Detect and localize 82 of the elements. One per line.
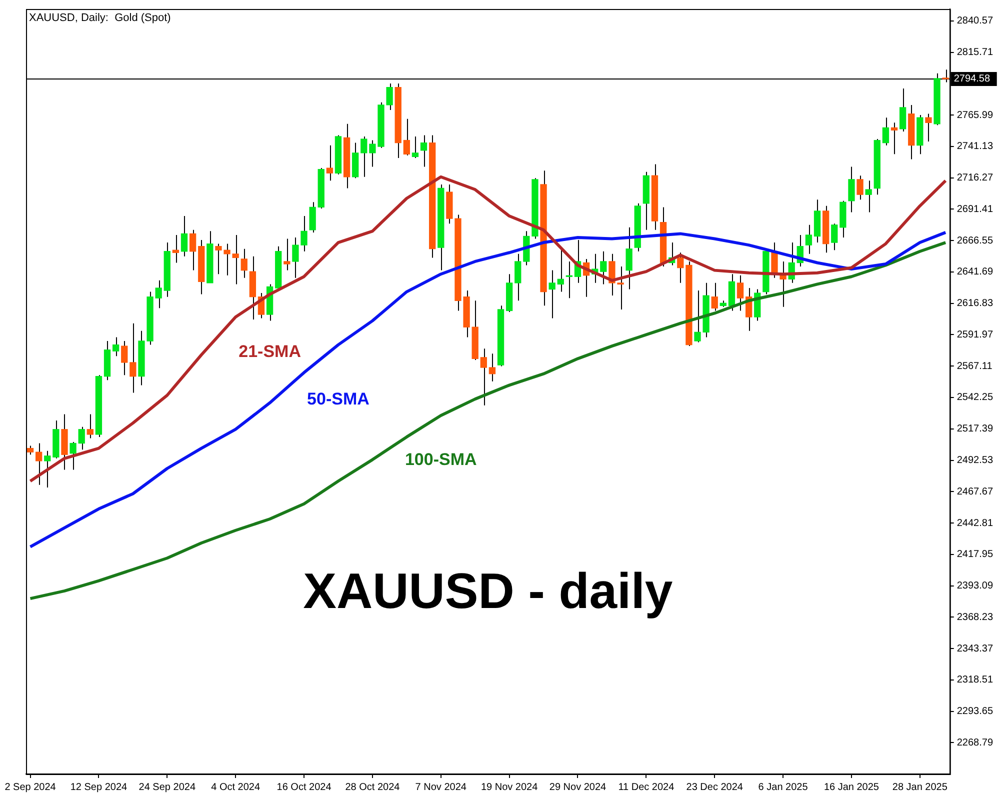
x-tick-label: 2 Sep 2024 (4, 782, 56, 793)
y-tick-label: 2393.09 (956, 580, 994, 592)
x-tick-label: 28 Jan 2025 (892, 782, 948, 793)
candlestick (805, 224, 812, 254)
candlestick (890, 122, 898, 155)
candlestick (112, 336, 120, 357)
candlestick (548, 270, 556, 319)
series-label: 50-SMA (307, 389, 370, 408)
candlestick (626, 226, 632, 290)
x-tick-label: 28 Oct 2024 (345, 782, 400, 793)
candlestick (480, 348, 487, 406)
candlestick (360, 136, 368, 178)
y-tick-label: 2492.53 (956, 455, 994, 466)
candlestick (514, 253, 522, 302)
series-label: 100-SMA (404, 450, 477, 470)
candlestick (172, 234, 180, 264)
y-tick-label: 2467.67 (956, 486, 994, 498)
candlestick (848, 166, 855, 213)
y-tick-label: 2666.55 (956, 235, 994, 246)
y-tick-label: 2765.99 (956, 110, 994, 121)
candlestick (412, 136, 419, 158)
candlestick (420, 134, 428, 168)
annotation: XAUUSD - daily (303, 563, 673, 620)
y-tick-label: 2442.81 (956, 518, 994, 529)
ref-line-label: 2794.58 (954, 74, 990, 85)
y-tick-label: 2343.37 (956, 643, 994, 654)
y-tick-label: 2567.11 (956, 360, 993, 372)
x-tick-label: 11 Dec 2024 (618, 782, 675, 793)
candlestick (240, 248, 248, 278)
candlestick (36, 442, 42, 486)
candlestick (677, 252, 684, 284)
y-tick-label: 2741.13 (956, 141, 994, 152)
x-tick-label: 19 Nov 2024 (480, 782, 538, 793)
x-tick-label: 4 Oct 2024 (211, 782, 260, 793)
candlestick (155, 280, 162, 309)
y-tick-label: 2542.25 (956, 392, 994, 404)
candlestick (189, 229, 196, 271)
candlestick (309, 202, 316, 233)
x-tick-label: 23 Dec 2024 (686, 782, 744, 793)
y-tick-label: 2840.57 (956, 16, 994, 27)
candlestick (600, 250, 607, 285)
x-tick-label: 16 Oct 2024 (276, 782, 332, 793)
candlestick (488, 353, 496, 382)
chart-title: XAUUSD, Daily: Gold (Spot) (29, 12, 171, 24)
candlestick (831, 223, 838, 251)
x-tick-label: 12 Sep 2024 (70, 782, 128, 793)
candlestick (865, 180, 872, 213)
candlestick (86, 414, 94, 439)
series-label: 21-SMA (238, 342, 301, 361)
candlestick (557, 248, 564, 292)
y-tick-label: 2318.51 (956, 674, 994, 686)
candlestick (70, 441, 76, 470)
y-tick-label: 2417.95 (956, 549, 994, 560)
y-tick-label: 2716.27 (956, 172, 994, 184)
candlestick (403, 118, 410, 156)
y-tick-label: 2368.23 (956, 612, 994, 623)
candlestick (736, 274, 744, 312)
candlestick (899, 88, 906, 132)
y-tick-label: 2691.41 (956, 204, 994, 215)
candlestick (130, 322, 136, 394)
candlestick (326, 144, 334, 182)
y-tick-label: 2517.39 (956, 424, 994, 435)
candlestick (925, 113, 932, 142)
y-tick-label: 2268.79 (956, 737, 994, 748)
candlestick (180, 216, 188, 257)
y-tick-label: 2591.97 (956, 329, 994, 340)
candlestick (882, 117, 890, 146)
x-tick-label: 16 Jan 2025 (824, 782, 880, 793)
candlestick (711, 282, 718, 312)
candlestick (78, 426, 85, 450)
x-tick-label: 24 Sep 2024 (138, 782, 196, 793)
candlestick (856, 175, 864, 200)
candlestick (121, 340, 128, 376)
y-tick-label: 2616.83 (956, 298, 994, 310)
candlestick (44, 450, 51, 488)
y-tick-label: 2293.65 (956, 706, 994, 718)
y-tick-label: 2815.71 (956, 47, 994, 58)
x-tick-label: 6 Jan 2025 (758, 782, 808, 793)
x-tick-label: 7 Nov 2024 (415, 782, 467, 793)
y-tick-label: 2641.69 (956, 266, 994, 278)
x-tick-label: 29 Nov 2024 (549, 782, 607, 793)
candlestick (284, 238, 290, 271)
